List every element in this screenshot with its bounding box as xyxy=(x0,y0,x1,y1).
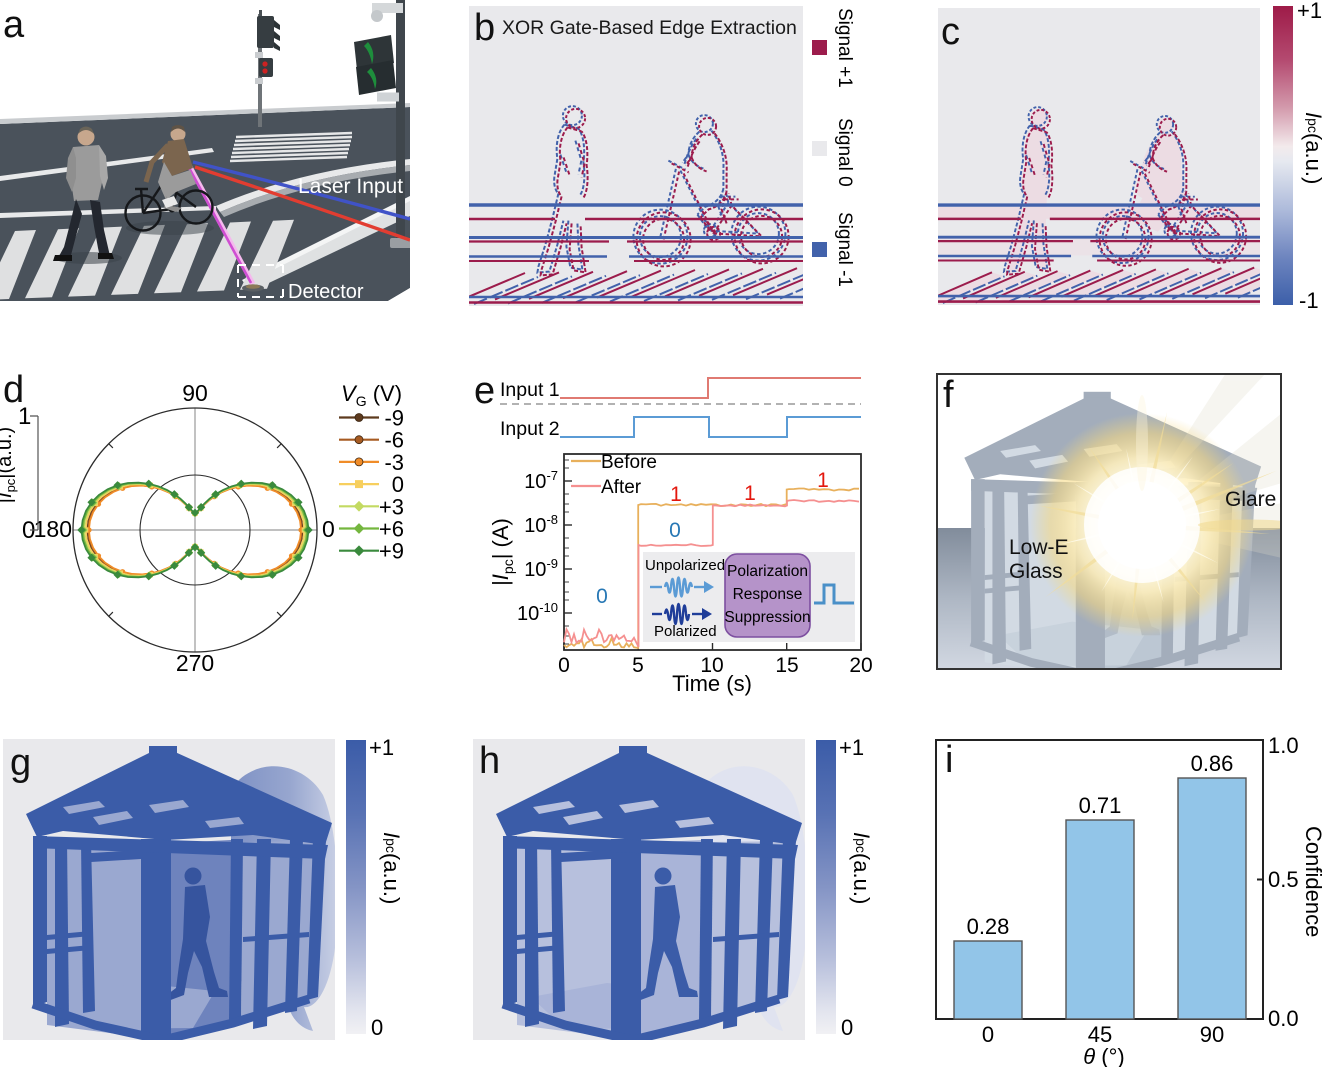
svg-text:-3: -3 xyxy=(384,450,404,475)
svg-text:+3: +3 xyxy=(379,494,404,519)
svg-text:0.0: 0.0 xyxy=(1268,1006,1299,1031)
svg-text:0: 0 xyxy=(392,472,404,497)
svg-text:180: 180 xyxy=(34,516,72,542)
svg-text:θ (°): θ (°) xyxy=(1083,1044,1125,1067)
svg-text:1: 1 xyxy=(18,403,31,430)
svg-text:0: 0 xyxy=(596,585,608,608)
svg-text:90: 90 xyxy=(182,380,208,406)
svg-text:0.28: 0.28 xyxy=(967,914,1010,939)
svg-text:Before: Before xyxy=(601,452,657,473)
svg-text:270: 270 xyxy=(176,650,214,676)
svg-text:0.5: 0.5 xyxy=(1268,867,1299,892)
svg-text:0.71: 0.71 xyxy=(1079,793,1122,818)
svg-text:Detector: Detector xyxy=(288,281,364,303)
svg-text:|Ipc|(a.u.): |Ipc|(a.u.) xyxy=(0,427,18,503)
svg-text:Low-E: Low-E xyxy=(1009,536,1069,559)
svg-text:15: 15 xyxy=(775,654,798,677)
svg-text:After: After xyxy=(601,477,642,498)
svg-text:+9: +9 xyxy=(379,539,404,564)
svg-text:Laser Input: Laser Input xyxy=(298,175,403,198)
svg-text:-6: -6 xyxy=(384,428,404,453)
svg-text:10-8: 10-8 xyxy=(524,512,558,537)
svg-text:10-10: 10-10 xyxy=(517,600,558,625)
svg-text:0: 0 xyxy=(22,517,35,544)
svg-text:Suppression: Suppression xyxy=(724,609,810,626)
svg-text:10-7: 10-7 xyxy=(524,468,558,493)
svg-text:Glare: Glare xyxy=(1225,488,1276,511)
svg-text:Glass: Glass xyxy=(1009,560,1063,583)
svg-text:Unpolarized: Unpolarized xyxy=(645,557,725,574)
svg-text:0: 0 xyxy=(982,1022,994,1047)
svg-text:0.86: 0.86 xyxy=(1191,751,1234,776)
svg-text:20: 20 xyxy=(849,654,872,677)
svg-text:|Ipc| (A): |Ipc| (A) xyxy=(488,518,516,586)
svg-text:Response: Response xyxy=(733,586,803,603)
svg-text:0: 0 xyxy=(669,519,681,542)
svg-text:1: 1 xyxy=(744,482,756,505)
svg-text:10: 10 xyxy=(700,654,723,677)
svg-text:5: 5 xyxy=(632,654,644,677)
svg-text:+6: +6 xyxy=(379,517,404,542)
svg-text:0: 0 xyxy=(322,516,335,542)
svg-text:90: 90 xyxy=(1200,1022,1224,1047)
svg-text:-9: -9 xyxy=(384,406,404,431)
svg-text:0: 0 xyxy=(558,654,570,677)
svg-text:VG (V): VG (V) xyxy=(341,381,402,409)
svg-text:45: 45 xyxy=(1088,1022,1112,1047)
svg-text:Polarization: Polarization xyxy=(727,563,808,580)
svg-text:Input 2: Input 2 xyxy=(500,418,560,440)
svg-text:1: 1 xyxy=(817,469,829,492)
svg-text:Time (s): Time (s) xyxy=(672,671,752,696)
svg-text:10-9: 10-9 xyxy=(524,556,558,581)
svg-text:Input 1: Input 1 xyxy=(500,379,560,401)
svg-text:1: 1 xyxy=(670,483,682,506)
svg-text:1.0: 1.0 xyxy=(1268,735,1299,758)
svg-text:Polarized: Polarized xyxy=(654,623,717,640)
